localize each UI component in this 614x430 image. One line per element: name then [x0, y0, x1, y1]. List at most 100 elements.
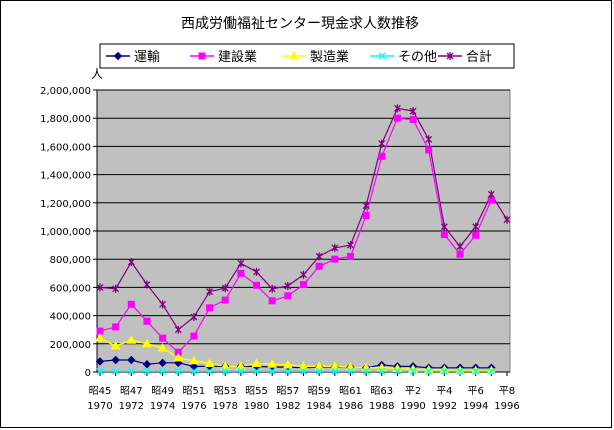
data-point-2: [142, 338, 152, 348]
data-point-3: [174, 367, 182, 375]
x-tick-label-year: 1994: [463, 401, 488, 412]
data-point-0: [142, 360, 152, 369]
data-point-1: [190, 332, 198, 340]
data-point-4: [378, 139, 386, 148]
data-point-4: [409, 107, 417, 116]
y-tick-label: 1,800,000: [40, 114, 91, 125]
data-point-2: [204, 358, 215, 368]
data-point-2: [220, 361, 231, 370]
x-tick-label-era: 昭61: [339, 385, 362, 397]
x-tick-label-year: 1970: [87, 401, 112, 412]
data-point-1: [378, 152, 386, 160]
data-point-4: [159, 300, 167, 309]
data-point-2: [267, 359, 278, 368]
data-point-1: [425, 146, 433, 154]
data-point-2: [314, 361, 325, 370]
data-point-4: [268, 284, 276, 293]
data-point-1: [127, 300, 135, 308]
data-point-2: [282, 359, 293, 369]
x-tick-label-year: 1984: [306, 401, 331, 412]
legend-label-3: その他: [398, 50, 437, 65]
data-point-4: [487, 190, 495, 199]
data-point-1: [393, 114, 401, 122]
chart-title: 西成労働福祉センター現金求人数推移: [181, 16, 419, 32]
data-point-3: [315, 367, 323, 375]
data-point-3: [96, 367, 104, 375]
data-point-1: [284, 292, 292, 300]
data-point-1: [253, 281, 261, 289]
data-point-1: [112, 323, 120, 331]
y-tick-label: 1,200,000: [40, 199, 91, 210]
data-point-4: [300, 270, 307, 279]
data-point-3: [487, 367, 495, 375]
data-point-4: [503, 215, 511, 224]
x-tick-label-year: 1986: [338, 401, 363, 412]
data-point-4: [237, 259, 245, 268]
data-point-4: [284, 281, 292, 290]
data-point-4: [393, 104, 401, 113]
data-point-3: [221, 367, 229, 375]
data-point-2: [251, 358, 262, 368]
data-point-1: [143, 317, 151, 325]
data-point-1: [221, 296, 229, 304]
data-point-4: [456, 242, 464, 251]
data-point-1: [206, 304, 214, 312]
data-point-0: [111, 355, 120, 365]
data-point-3: [253, 367, 261, 375]
data-point-3: [378, 367, 386, 375]
data-point-4: [347, 241, 354, 250]
data-point-3: [299, 367, 308, 375]
y-tick-label: 200,000: [50, 340, 91, 351]
data-point-4: [206, 287, 214, 296]
data-point-4: [362, 201, 370, 210]
data-point-4: [96, 283, 104, 292]
x-tick-label-year: 1988: [369, 401, 394, 412]
data-point-3: [284, 367, 292, 375]
data-point-1: [456, 250, 464, 258]
x-tick-label-year: 1980: [244, 401, 269, 412]
legend-marker-0: [113, 51, 123, 61]
data-point-2: [329, 361, 340, 370]
data-point-1: [300, 281, 307, 289]
data-point-1: [268, 297, 276, 305]
data-point-4: [253, 267, 260, 276]
data-point-4: [440, 222, 448, 231]
x-tick-label-year: 1978: [213, 401, 238, 412]
data-point-3: [393, 367, 401, 375]
y-axis-unit-label: 人: [91, 67, 103, 81]
legend-marker-1: [198, 52, 206, 60]
data-point-3: [112, 367, 120, 375]
data-point-3: [440, 367, 448, 375]
legend-label-2: 製造業: [310, 49, 349, 65]
data-point-4: [221, 284, 229, 293]
x-tick-label-era: 平4: [436, 386, 452, 397]
data-point-2: [298, 361, 309, 370]
y-tick-label: 0: [85, 368, 91, 379]
data-point-2: [95, 333, 105, 342]
y-tick-label: 600,000: [50, 283, 91, 294]
data-point-1: [331, 255, 339, 263]
legend-label-0: 運輸: [134, 50, 160, 65]
legend-marker-3: [378, 52, 386, 60]
x-tick-label-era: 昭63: [370, 385, 393, 397]
x-tick-label-year: 1974: [150, 401, 175, 412]
data-point-2: [157, 343, 168, 352]
data-point-4: [174, 325, 182, 334]
data-point-4: [315, 252, 323, 261]
legend-marker-4: [446, 52, 454, 60]
data-point-3: [425, 367, 433, 375]
data-point-1: [409, 116, 417, 124]
y-tick-label: 1,600,000: [40, 142, 91, 153]
legend-label-1: 建設業: [218, 49, 257, 65]
data-point-3: [456, 367, 464, 375]
x-tick-label-era: 昭45: [89, 385, 112, 397]
data-point-3: [362, 367, 370, 375]
y-tick-label: 800,000: [50, 255, 91, 266]
data-point-0: [127, 355, 136, 365]
y-tick-label: 2,000,000: [40, 86, 91, 97]
x-tick-label-era: 昭51: [183, 385, 206, 397]
data-point-3: [331, 367, 339, 375]
data-point-1: [440, 231, 448, 239]
data-point-3: [127, 367, 135, 375]
data-point-3: [268, 367, 276, 375]
